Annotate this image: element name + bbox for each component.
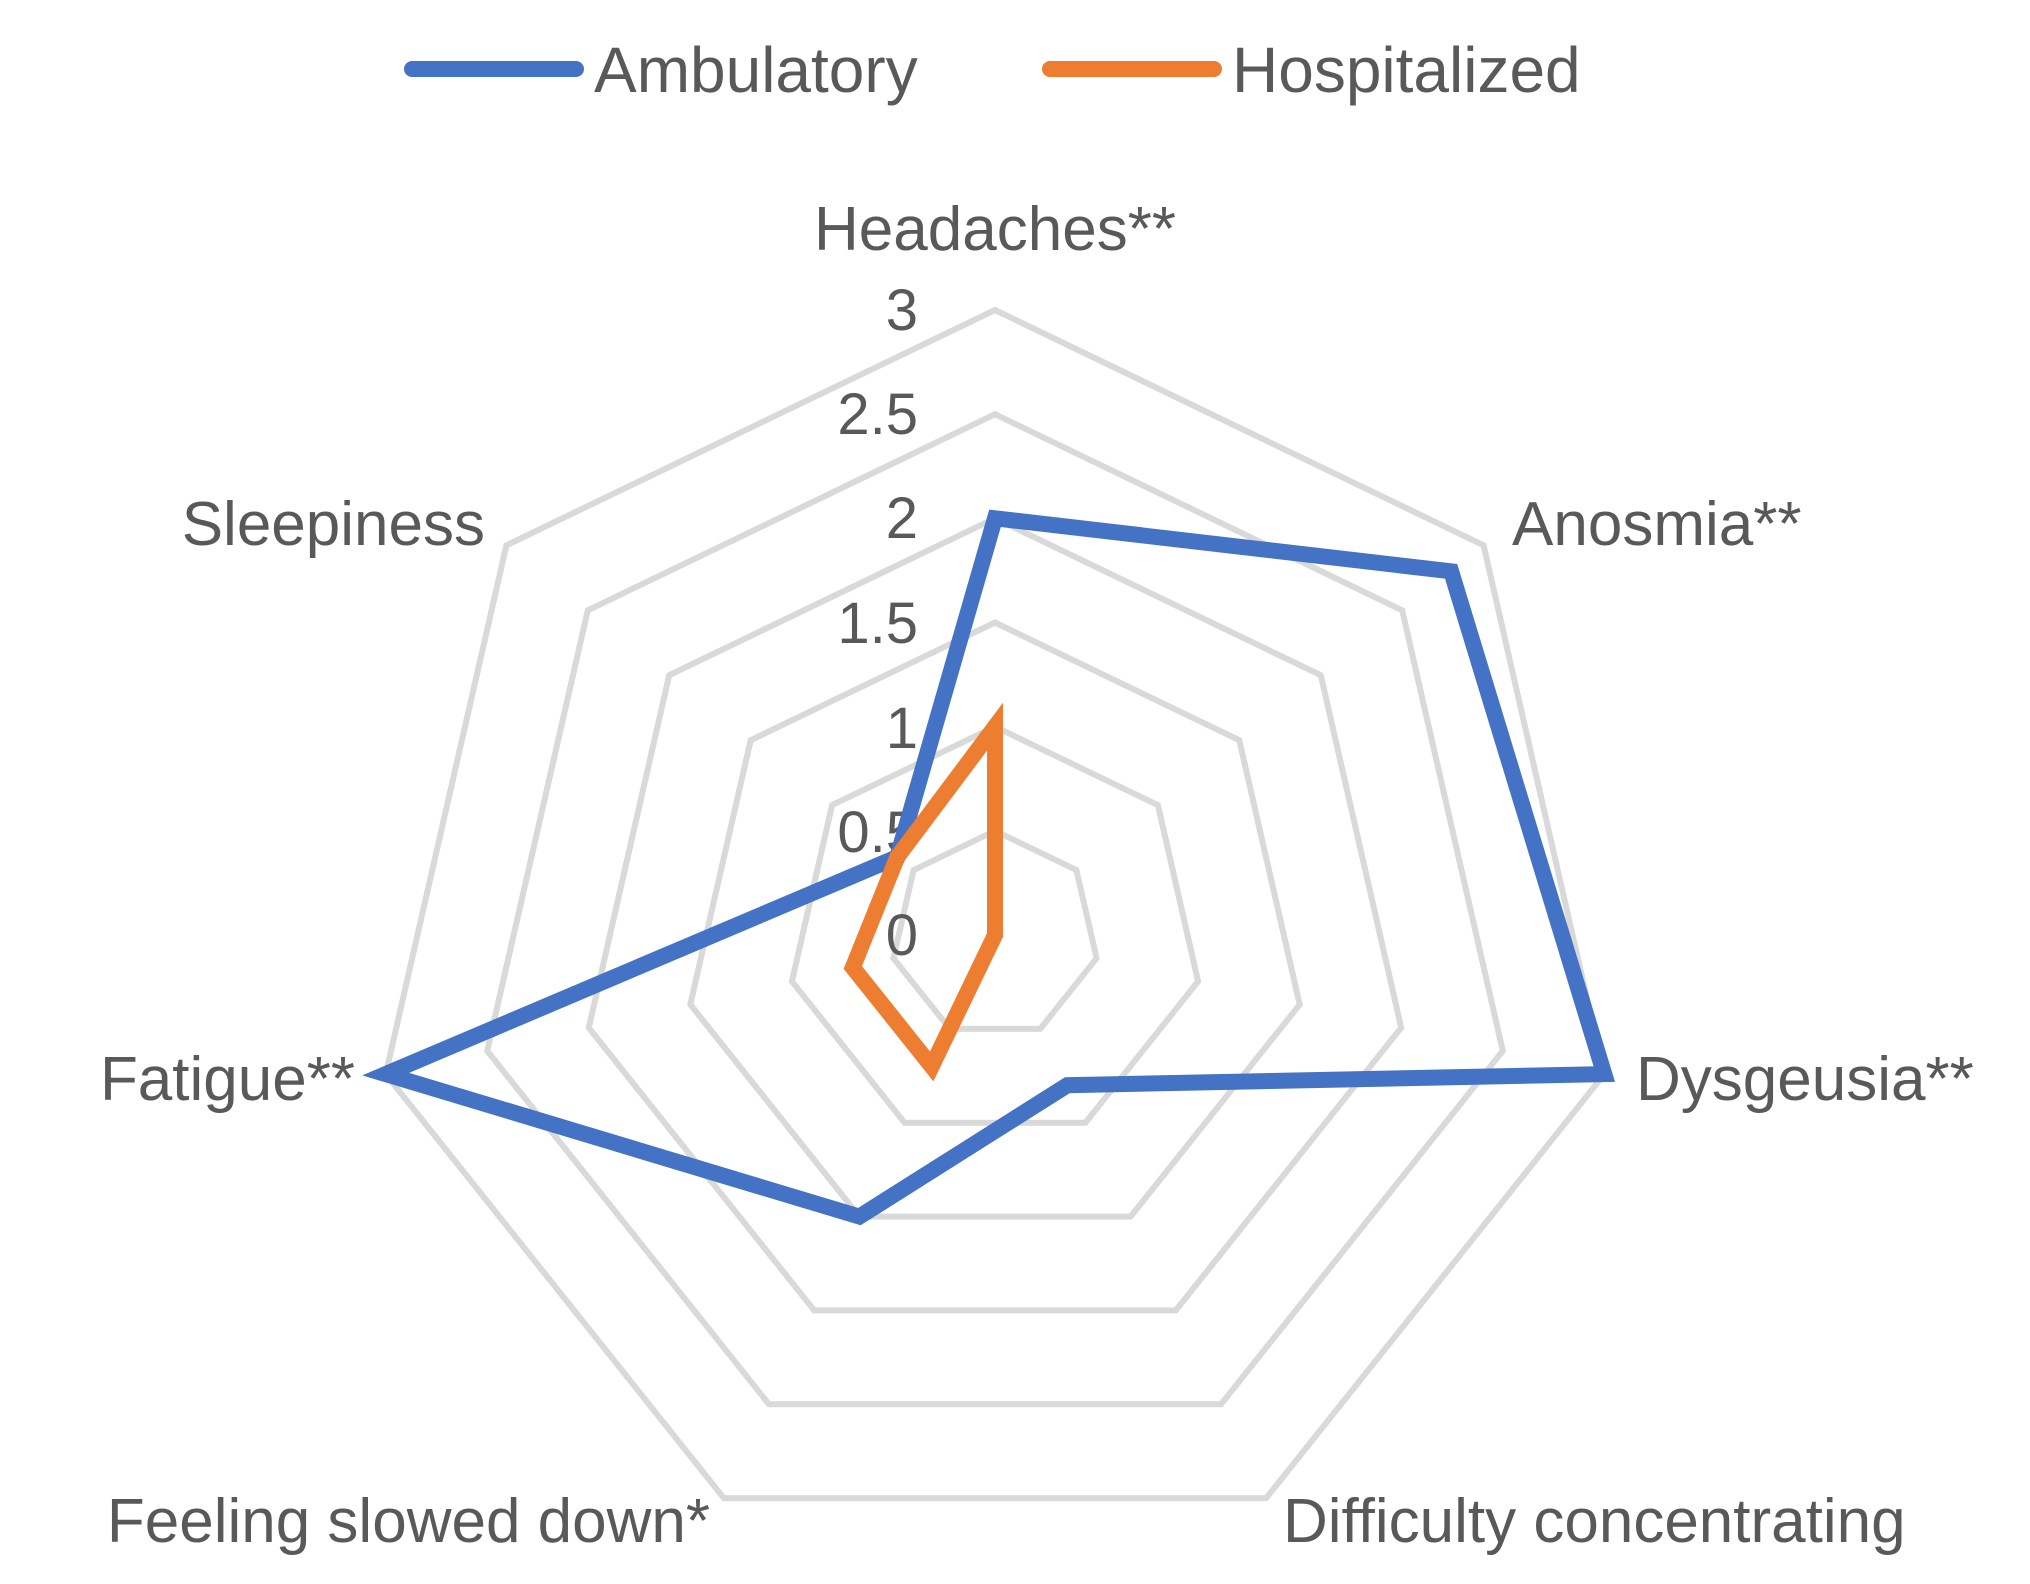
tick-label-2.5: 2.5 xyxy=(837,382,918,447)
category-label-sleepiness: Sleepiness xyxy=(182,490,485,559)
radar-grid xyxy=(382,306,1608,1502)
tick-label-2: 2 xyxy=(886,486,918,551)
grid-ring-0.5 xyxy=(890,827,1100,1032)
grid-ring-3 xyxy=(382,306,1608,1502)
category-label-feeling-slowed-down: Feeling slowed down* xyxy=(107,1487,710,1556)
series-line-ambulatory xyxy=(362,509,1616,1226)
category-label-dysgeusia: Dysgeusia** xyxy=(1636,1045,1974,1114)
grid-ring-2.5 xyxy=(483,410,1507,1408)
tick-label-3: 3 xyxy=(886,278,918,343)
legend-label-ambulatory: Ambulatory xyxy=(594,34,918,106)
data-series xyxy=(362,509,1616,1226)
legend-label-hospitalized: Hospitalized xyxy=(1232,34,1581,106)
tick-label-0: 0 xyxy=(886,903,918,968)
tick-label-1: 1 xyxy=(886,696,918,761)
grid-ring-1.5 xyxy=(687,619,1303,1220)
category-label-anosmia: Anosmia** xyxy=(1512,490,1801,559)
series-line-hospitalized xyxy=(843,702,1003,1082)
legend: Ambulatory Hospitalized xyxy=(404,34,1581,106)
grid-ring-2 xyxy=(585,514,1405,1314)
tick-label-1.5: 1.5 xyxy=(837,591,918,656)
category-label-headaches: Headaches** xyxy=(814,195,1176,264)
category-label-difficulty-concentrating: Difficulty concentrating xyxy=(1283,1487,1906,1556)
category-label-fatigue: Fatigue** xyxy=(100,1045,355,1114)
category-labels: Headaches** Anosmia** Dysgeusia** Diffic… xyxy=(100,195,1974,1556)
